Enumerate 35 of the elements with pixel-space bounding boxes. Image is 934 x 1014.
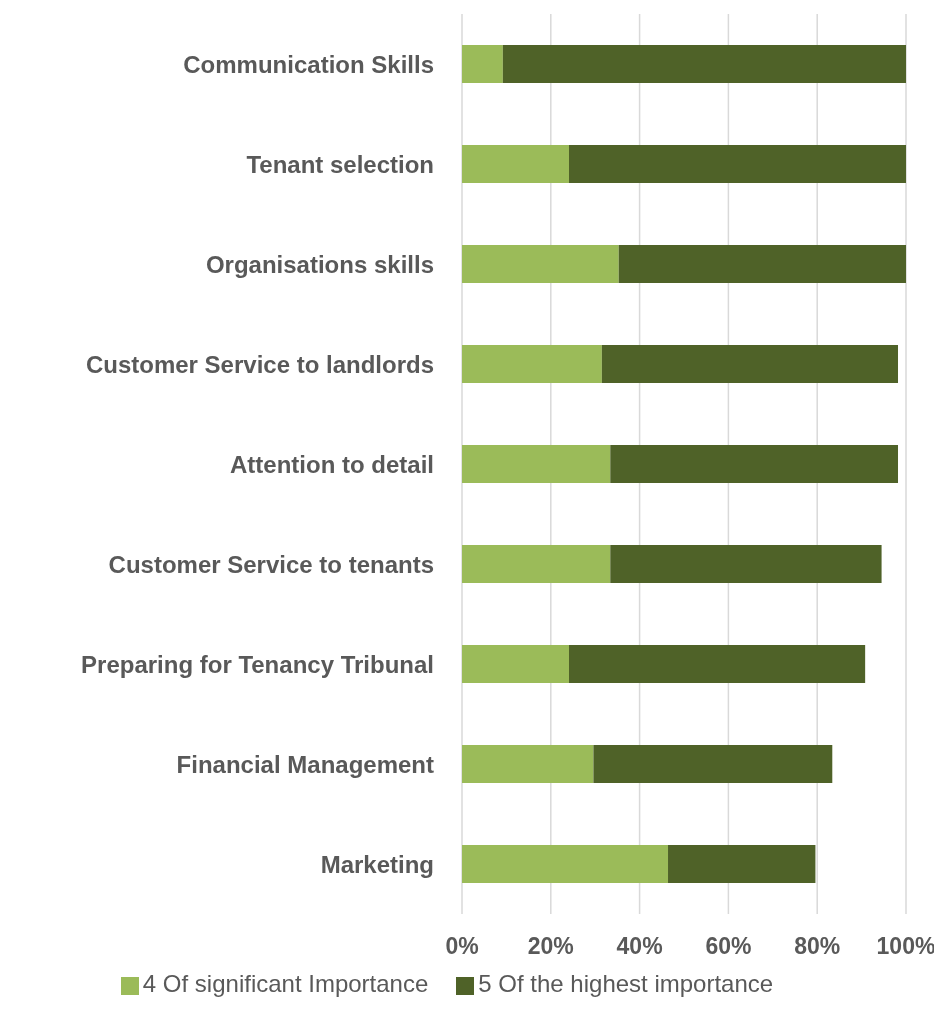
- y-tick-label: Customer Service to tenants: [108, 550, 434, 578]
- x-tick-label: 0%: [445, 933, 479, 960]
- y-tick-label: Tenant selection: [246, 150, 434, 178]
- bar: [462, 45, 503, 83]
- x-tick-label: 60%: [705, 933, 752, 960]
- legend-label: 4 Of significant Importance: [142, 970, 429, 997]
- y-tick-label: Communication Skills: [183, 50, 434, 78]
- bar: [462, 545, 611, 583]
- x-tick-label: 80%: [794, 933, 841, 960]
- bar: [668, 845, 816, 883]
- bar: [462, 345, 602, 383]
- bar: [462, 145, 569, 183]
- bar: [610, 545, 882, 583]
- y-tick-label: Attention to detail: [230, 450, 434, 478]
- bar: [462, 245, 619, 283]
- y-tick-label: Customer Service to landlords: [85, 350, 434, 378]
- legend-label: 5 Of the highest importance: [478, 970, 774, 997]
- bar: [462, 645, 569, 683]
- y-tick-label: Organisations skills: [205, 250, 434, 278]
- y-tick-label: Preparing for Tenancy Tribunal: [81, 650, 434, 678]
- bar: [569, 645, 866, 683]
- bar: [569, 145, 906, 183]
- bar: [618, 245, 906, 283]
- bar: [610, 445, 899, 483]
- x-tick-label: 100%: [876, 933, 934, 960]
- y-tick-label: Financial Management: [176, 750, 435, 778]
- x-tick-label: 20%: [527, 933, 574, 960]
- bar: [593, 745, 833, 783]
- bar: [502, 45, 906, 83]
- bar: [462, 745, 594, 783]
- bar: [462, 845, 669, 883]
- bar: [601, 345, 899, 383]
- x-tick-label: 40%: [616, 933, 663, 960]
- bar: [462, 445, 611, 483]
- y-tick-label: Marketing: [320, 850, 434, 878]
